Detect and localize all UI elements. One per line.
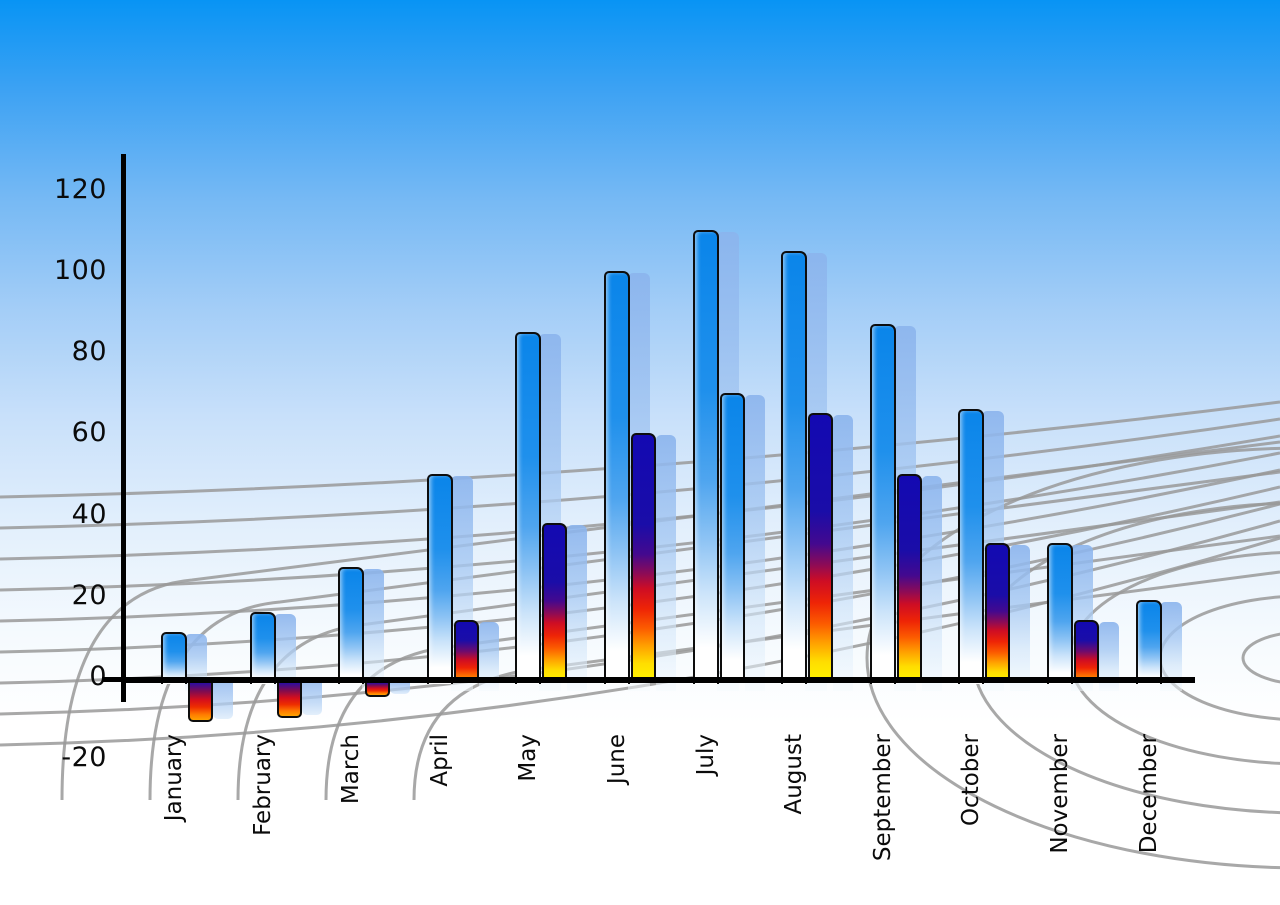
bar-november-primary (1047, 543, 1073, 684)
bar-march-secondary (365, 683, 391, 698)
grid-ellipse (865, 446, 1280, 870)
bar-november-secondary-shadow (1099, 622, 1119, 691)
bar-january-secondary (188, 683, 213, 722)
bar-july-primary (692, 230, 719, 684)
bar-september-secondary-shadow (921, 476, 942, 691)
x-axis-label-october: October (958, 734, 985, 827)
x-axis-label-august: August (781, 734, 808, 815)
x-axis-label-january: January (161, 734, 187, 822)
bar-may-secondary (542, 522, 568, 683)
bar-june-primary (604, 271, 630, 684)
x-axis-label-december: December (1135, 734, 1162, 854)
bar-february-primary (249, 612, 276, 684)
y-axis-label-120: 120 (53, 173, 107, 205)
x-axis-label-july: July (692, 734, 719, 776)
bar-may-primary (515, 331, 542, 684)
x-axis-label-september: September (869, 734, 896, 862)
bar-february-secondary-shadow (301, 683, 322, 715)
bar-july-secondary-shadow (744, 394, 765, 691)
bar-june-secondary (631, 433, 656, 683)
bar-march-primary-shadow (362, 569, 385, 691)
bar-september-primary (869, 323, 896, 684)
bar-january-primary-shadow (185, 634, 207, 691)
x-axis-label-february: February (249, 734, 276, 836)
bar-october-secondary (985, 543, 1011, 683)
bar-january-primary (161, 632, 187, 684)
bar-may-secondary-shadow (567, 524, 588, 691)
bar-march-primary (338, 567, 365, 684)
x-axis-label-may: May (515, 734, 542, 782)
bar-august-secondary-shadow (833, 415, 854, 691)
y-axis-label-0: 0 (89, 661, 107, 692)
zero-tick-mark (102, 677, 121, 682)
x-axis-label-march: March (338, 734, 365, 805)
bar-october-secondary-shadow (1010, 545, 1031, 691)
y-axis-line (121, 154, 126, 702)
y-axis-label-80: 80 (71, 336, 107, 368)
y-axis-label-40: 40 (71, 498, 107, 530)
y-axis-label-100: 100 (53, 255, 107, 286)
bar-february-primary-shadow (273, 614, 296, 691)
bar-october-primary (958, 409, 985, 684)
x-axis-baseline (121, 677, 1195, 683)
bar-september-secondary (896, 474, 922, 683)
bar-january-secondary-shadow (213, 683, 233, 719)
bar-november-secondary (1074, 620, 1099, 683)
bar-august-primary (781, 250, 808, 684)
x-axis-label-june: June (604, 734, 630, 785)
bar-april-primary (426, 474, 453, 684)
bar-april-secondary (453, 620, 479, 683)
y-axis-label-20: 20 (71, 579, 107, 611)
bar-august-secondary (808, 413, 834, 683)
bar-december-primary-shadow (1159, 601, 1182, 691)
bar-february-secondary (276, 683, 302, 718)
bar-june-secondary-shadow (656, 435, 676, 691)
bar-december-primary (1135, 599, 1162, 684)
y-axis-label--20: -20 (61, 742, 107, 774)
bar-july-secondary (719, 392, 745, 683)
bar-march-secondary-shadow (390, 683, 411, 695)
y-axis-label-60: 60 (71, 417, 107, 449)
x-axis-label-april: April (426, 734, 453, 787)
bar-april-secondary-shadow (478, 622, 499, 691)
grid-ellipse (1241, 632, 1280, 684)
x-axis-label-november: November (1047, 734, 1073, 854)
